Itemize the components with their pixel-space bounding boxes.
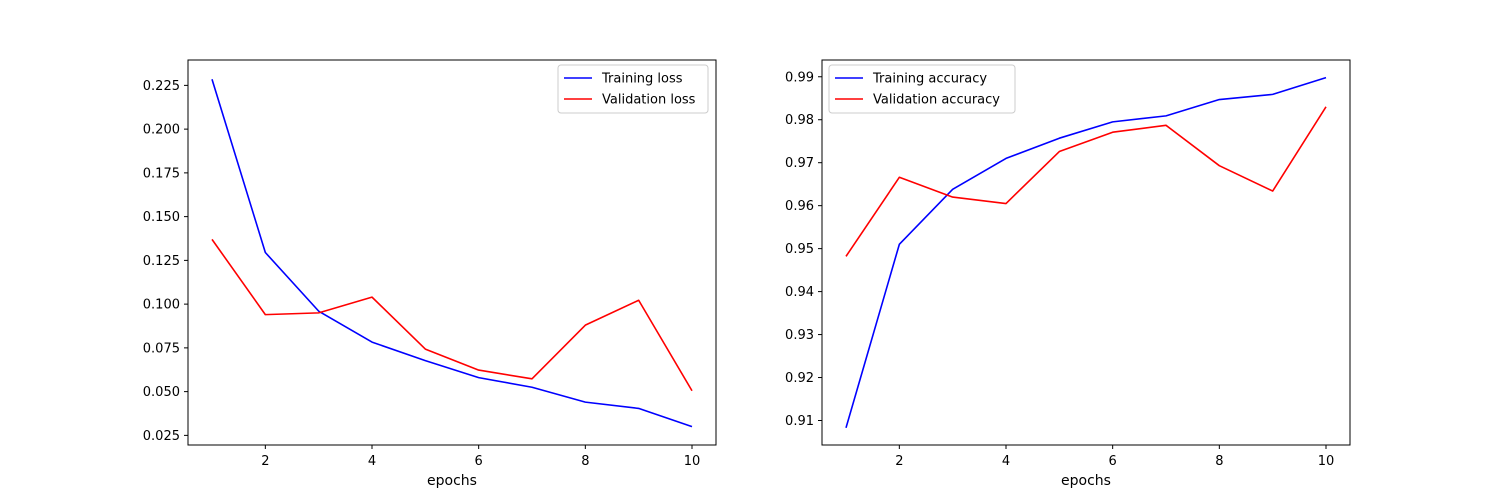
loss-y-tick-label: 0.125 [143,254,180,269]
accuracy-series-1-line [845,76,1327,429]
accuracy-y-tick-label: 0.96 [785,199,814,214]
accuracy-chart-xlabel: epochs [1061,473,1111,489]
loss-y-tick-label: 0.175 [143,166,180,181]
loss-chart: 2 4 6 8 10 0.025 0.050 0.075 0.100 0.125 0.150 0.17… [143,59,717,489]
loss-y-tick-label: 0.050 [143,385,180,400]
accuracy-x-tick-label: 8 [1215,454,1223,469]
loss-y-tick-label: 0.025 [143,429,180,444]
accuracy-y-tick-label: 0.98 [785,113,814,128]
accuracy-y-tick-label: 0.97 [785,156,814,171]
loss-y-tick-label: 0.225 [143,79,180,94]
accuracy-y-tick-label: 0.91 [785,414,814,429]
loss-legend: Training loss Validation loss [557,64,709,114]
accuracy-legend-label-2: Validation accuracy [873,93,1000,108]
accuracy-legend-box [828,64,1016,114]
loss-x-tick-label: 10 [684,454,701,469]
accuracy-legend-label-1: Training accuracy [872,72,987,87]
accuracy-axes-frame [821,59,1351,446]
loss-legend-label-2: Validation loss [602,93,696,108]
loss-chart-xlabel: epochs [427,473,477,489]
accuracy-x-tick-label: 10 [1318,454,1335,469]
accuracy-x-tick-label: 4 [1002,454,1010,469]
loss-series-1-line [211,79,693,428]
loss-x-tick-label: 8 [581,454,589,469]
accuracy-plot-area: 2 4 6 8 10 0.91 0.92 0.93 0.94 0.95 0.96 0.97 0.98 0.… [785,59,1351,469]
loss-y-tick-label: 0.200 [143,123,180,138]
accuracy-series-2-line [845,106,1327,257]
loss-y-tick-label: 0.100 [143,298,180,313]
loss-series-2-line [211,238,693,392]
accuracy-y-tick-label: 0.93 [785,328,814,343]
accuracy-y-tick-label: 0.92 [785,371,814,386]
accuracy-y-tick-label: 0.99 [785,70,814,85]
loss-x-tick-label: 4 [368,454,376,469]
accuracy-chart: 2 4 6 8 10 0.91 0.92 0.93 0.94 0.95 0.96 0.97 0.98 0.… [785,59,1351,489]
loss-plot-area: 2 4 6 8 10 0.025 0.050 0.075 0.100 0.125 0.150 0.17… [143,59,717,469]
accuracy-legend: Training accuracy Validation accuracy [828,64,1016,114]
loss-y-tick-label: 0.075 [143,341,180,356]
accuracy-x-tick-label: 2 [895,454,903,469]
loss-x-tick-label: 2 [261,454,269,469]
loss-legend-label-1: Training loss [601,72,683,87]
accuracy-y-tick-label: 0.95 [785,242,814,257]
accuracy-x-tick-label: 6 [1109,454,1117,469]
loss-axes-frame [187,59,717,446]
loss-y-tick-label: 0.150 [143,210,180,225]
accuracy-y-tick-label: 0.94 [785,285,814,300]
loss-legend-box [557,64,709,114]
loss-x-tick-label: 6 [475,454,483,469]
